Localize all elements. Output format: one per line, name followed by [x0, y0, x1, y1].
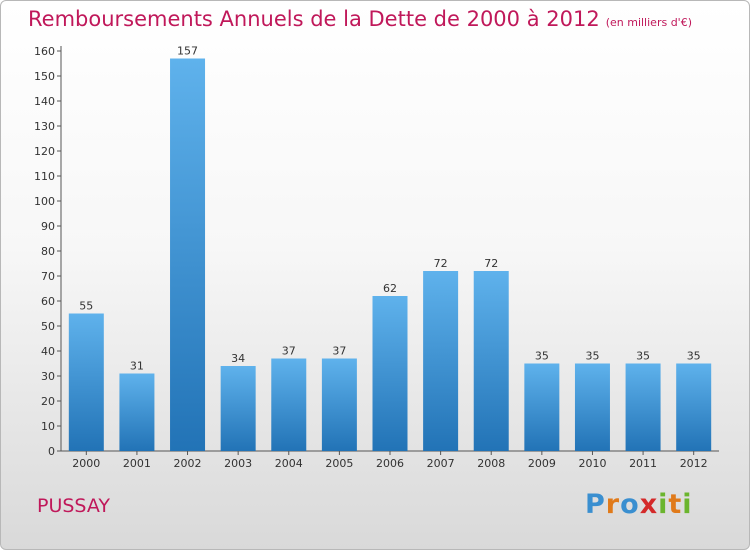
bar [321, 358, 357, 451]
chart-title: Remboursements Annuels de la Dette de 20… [28, 7, 692, 31]
y-tick-label: 70 [41, 270, 55, 283]
x-tick-label: 2008 [477, 457, 505, 470]
logo-letter: x [639, 489, 659, 520]
x-tick-label: 2009 [528, 457, 556, 470]
x-tick-label: 2001 [123, 457, 151, 470]
data-label: 37 [332, 345, 346, 358]
y-tick-label: 40 [41, 345, 55, 358]
x-tick-label: 2006 [376, 457, 404, 470]
axes: 0 10 20 30 40 50 60 70 80 90 100 110 120 130 140 150 160… [34, 45, 719, 470]
data-label: 157 [177, 45, 198, 58]
y-tick-label: 10 [41, 420, 55, 433]
y-tick-label: 130 [34, 120, 55, 133]
bars: 55 31 157 34 37 37 62 72 72 35 35 35 35 [68, 45, 712, 451]
x-tick-label: 2010 [578, 457, 606, 470]
data-label: 34 [231, 352, 245, 365]
data-label: 72 [434, 257, 448, 270]
data-label: 35 [636, 350, 650, 363]
x-tick-label: 2002 [174, 457, 202, 470]
bar [524, 363, 560, 451]
bar [68, 313, 104, 451]
x-tick-label: 2005 [325, 457, 353, 470]
y-tick-label: 100 [34, 195, 55, 208]
y-tick-label: 80 [41, 245, 55, 258]
data-label: 55 [79, 300, 93, 313]
x-tick-label: 2000 [72, 457, 100, 470]
bar [676, 363, 712, 451]
data-label: 37 [282, 345, 296, 358]
proxiti-logo: Proxiti [585, 489, 693, 520]
x-tick-label: 2007 [427, 457, 455, 470]
bar [473, 271, 509, 451]
y-tick-label: 110 [34, 170, 55, 183]
logo-letter: i [658, 489, 669, 520]
logo-letter: o [620, 489, 640, 520]
unit-label: (en milliers d'€) [605, 16, 692, 29]
bar [372, 296, 408, 451]
x-tick-label: 2003 [224, 457, 252, 470]
chart-title-text: Remboursements Annuels de la Dette de 20… [28, 7, 600, 31]
y-tick-label: 150 [34, 70, 55, 83]
y-tick-label: 140 [34, 95, 55, 108]
y-tick-label: 120 [34, 145, 55, 158]
y-tick-label: 0 [48, 445, 55, 458]
bar [170, 58, 206, 451]
bar [574, 363, 610, 451]
logo-letter: i [682, 489, 693, 520]
x-tick-label: 2011 [629, 457, 657, 470]
logo-letter: P [585, 489, 606, 520]
commune-name: PUSSAY [37, 495, 110, 517]
bar [119, 373, 155, 451]
bar [625, 363, 661, 451]
data-label: 62 [383, 282, 397, 295]
y-tick-label: 30 [41, 370, 55, 383]
y-tick-label: 60 [41, 295, 55, 308]
y-tick-label: 90 [41, 220, 55, 233]
data-label: 35 [535, 350, 549, 363]
bar [423, 271, 459, 451]
y-tick-label: 20 [41, 395, 55, 408]
y-tick-label: 160 [34, 45, 55, 58]
y-tick-label: 50 [41, 320, 55, 333]
logo-letter: r [605, 489, 621, 520]
data-label: 35 [687, 350, 701, 363]
x-tick-label: 2004 [275, 457, 303, 470]
data-label: 31 [130, 360, 144, 373]
x-tick-label: 2012 [680, 457, 708, 470]
data-label: 35 [585, 350, 599, 363]
logo-letter: t [668, 489, 683, 520]
data-label: 72 [484, 257, 498, 270]
bar [271, 358, 307, 451]
bar [220, 366, 256, 451]
